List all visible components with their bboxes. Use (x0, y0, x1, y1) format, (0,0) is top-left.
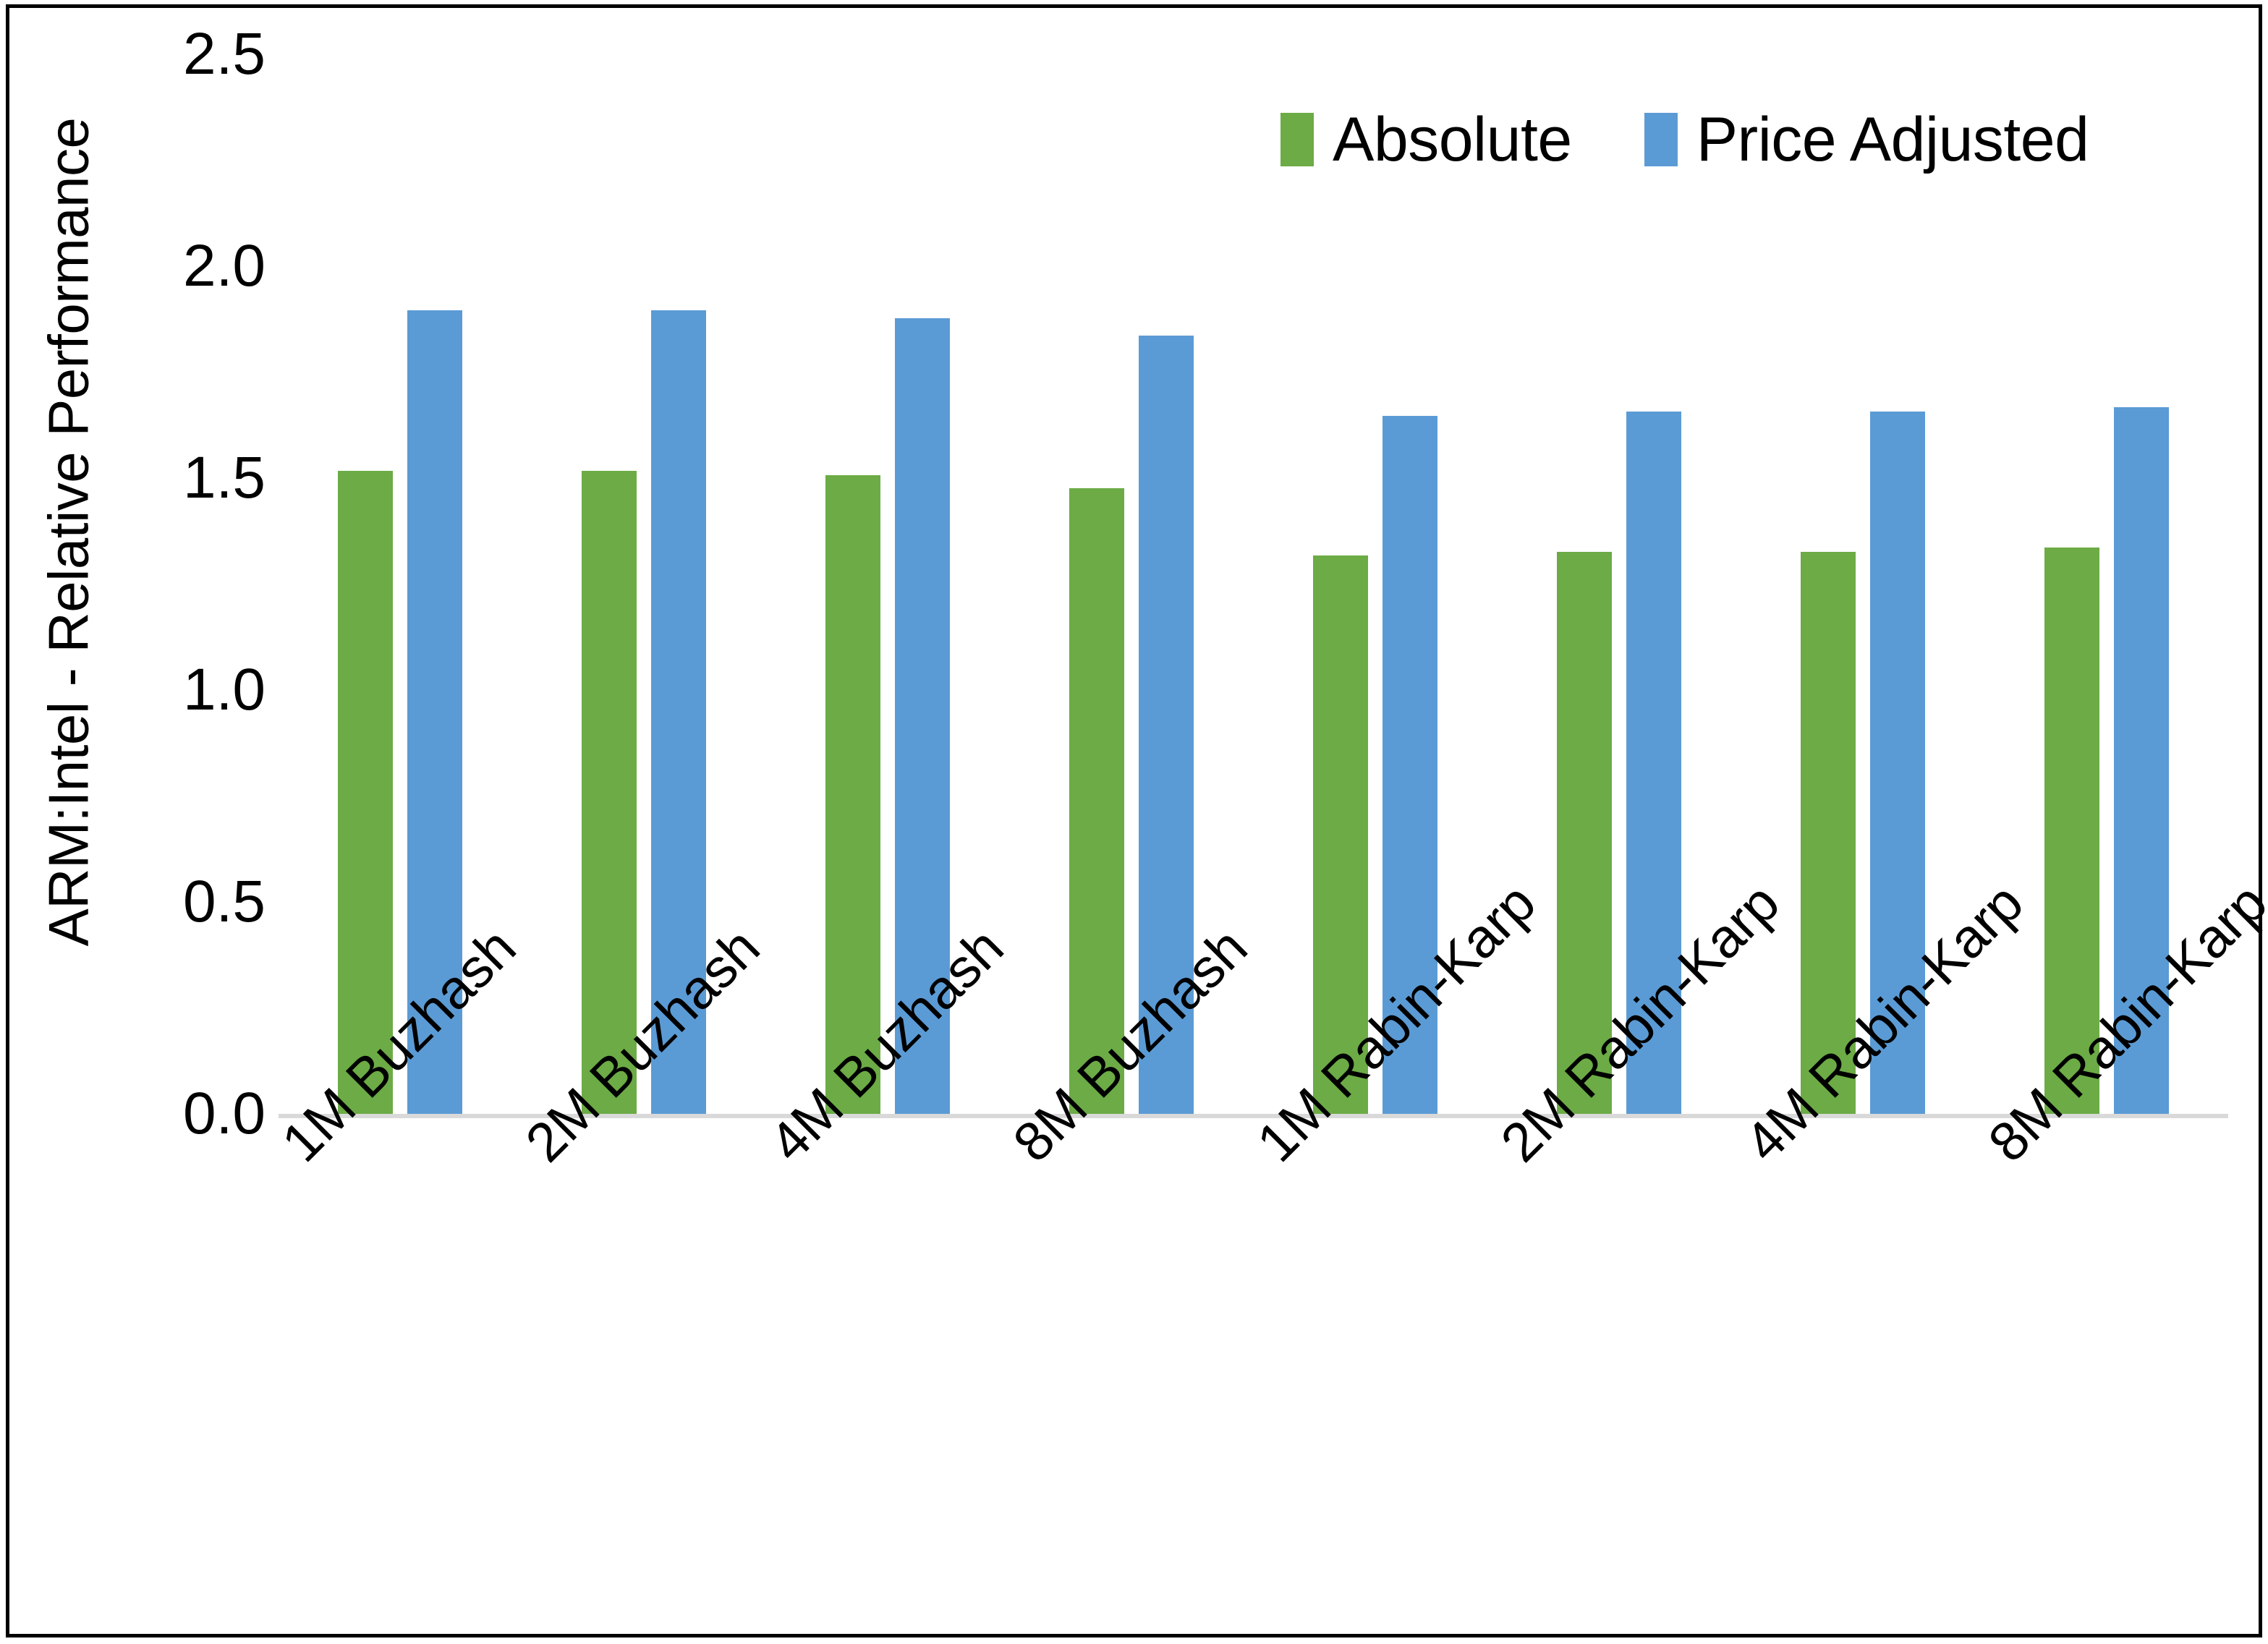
bar-price-adjusted[interactable] (651, 310, 707, 1115)
bar-price-adjusted[interactable] (1626, 412, 1681, 1115)
bar-price-adjusted[interactable] (1869, 412, 1925, 1115)
y-axis-tick-label: 1.0 (183, 657, 266, 723)
bar-absolute[interactable] (1312, 555, 1368, 1115)
y-axis-tick-label: 2.5 (183, 21, 266, 87)
bar-absolute[interactable] (825, 475, 881, 1115)
bar-absolute[interactable] (1800, 551, 1856, 1115)
bar-group (2044, 54, 2169, 1115)
bar-absolute[interactable] (582, 471, 637, 1115)
y-axis-tick-label: 1.5 (183, 445, 266, 511)
chart-legend: Absolute Price Adjusted (1280, 108, 2089, 171)
legend-entry[interactable]: Absolute (1280, 108, 1572, 171)
bar-price-adjusted[interactable] (1382, 416, 1437, 1115)
bar-group (1800, 54, 1925, 1115)
legend-label: Absolute (1333, 105, 1572, 174)
bar-absolute[interactable] (2044, 547, 2099, 1115)
bar-price-adjusted[interactable] (1139, 335, 1194, 1115)
bar-group (1312, 54, 1437, 1115)
y-axis-tick-label: 0.5 (183, 869, 266, 934)
y-axis-tick-labels: 2.5 2.0 1.5 1.0 0.5 0.0 (72, 0, 268, 1644)
legend-swatch-price-adjusted (1644, 113, 1678, 166)
bar-price-adjusted[interactable] (407, 310, 463, 1115)
y-axis-tick-label: 2.0 (183, 233, 266, 299)
bar-absolute[interactable] (1069, 487, 1125, 1115)
y-axis-tick-label: 0.0 (183, 1081, 266, 1146)
bar-group (582, 54, 707, 1115)
bar-price-adjusted[interactable] (895, 318, 951, 1115)
bar-absolute[interactable] (1556, 551, 1612, 1115)
legend-swatch-absolute (1280, 113, 1314, 166)
bar-price-adjusted[interactable] (2113, 407, 2169, 1115)
bar-group (1556, 54, 1681, 1115)
legend-label: Price Adjusted (1696, 105, 2089, 174)
x-axis-baseline (279, 1114, 2228, 1118)
legend-entry[interactable]: Price Adjusted (1644, 108, 2089, 171)
bar-group (1069, 54, 1194, 1115)
plot-area (279, 54, 2228, 1115)
bar-group (338, 54, 463, 1115)
bar-absolute[interactable] (338, 471, 394, 1115)
bar-group (825, 54, 951, 1115)
